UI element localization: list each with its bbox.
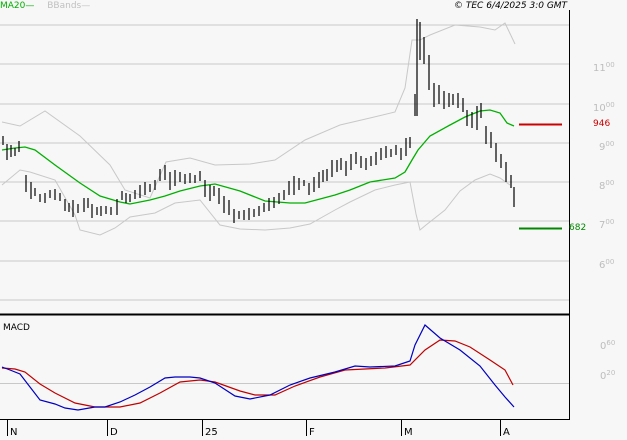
macd-label-020: 020 [600, 369, 616, 382]
price-gridlines [0, 63, 569, 301]
bband-upper [1, 22, 516, 199]
x-label-apr: A [503, 427, 510, 438]
x-label-dec: D [110, 427, 118, 438]
x-label-feb: F [309, 427, 315, 438]
y-label-900: 900 [599, 140, 615, 153]
y-label-1100: 1100 [593, 61, 615, 74]
legend-bbands: BBands— [47, 1, 91, 11]
y-label-1000: 1000 [593, 101, 615, 114]
legend-ma20: MA20— [0, 1, 35, 11]
bband-lower [1, 169, 511, 236]
copyright-timestamp: © TEC 6/4/2025 3:0 GMT [454, 1, 568, 11]
macd-title: MACD [3, 323, 30, 333]
y-label-800: 800 [599, 179, 615, 192]
y-label-600: 600 [599, 258, 615, 271]
ma20-line [1, 109, 515, 205]
macd-label-060: 060 [600, 339, 616, 352]
x-label-nov: N [10, 427, 18, 438]
x-label-2025: 25 [205, 427, 218, 438]
support-label: 682 [569, 223, 587, 233]
chart-legend: MA20— BBands— [0, 0, 90, 12]
price-bars [2, 19, 515, 223]
x-label-mar: M [404, 427, 413, 438]
y-label-700: 700 [599, 218, 615, 231]
x-axis-ticks [7, 420, 501, 436]
macd-line [1, 324, 515, 411]
resistance-label: 946 [593, 119, 611, 129]
